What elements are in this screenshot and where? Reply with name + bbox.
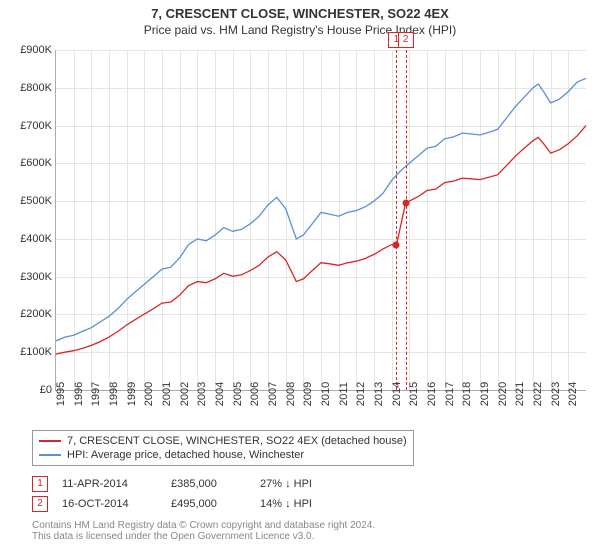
x-tick-label: 2014 (391, 382, 403, 406)
series-property (56, 126, 586, 355)
sale-diff: 14% ↓ HPI (260, 498, 370, 510)
x-tick-label: 1999 (126, 382, 138, 406)
sale-marker-badge: 2 (398, 32, 414, 48)
sale-price: £495,000 (171, 498, 246, 510)
sale-row: 2 16-OCT-2014 £495,000 14% ↓ HPI (32, 494, 370, 514)
x-tick-label: 2007 (267, 382, 279, 406)
sales-table: 1 11-APR-2014 £385,000 27% ↓ HPI 2 16-OCT-201… (32, 474, 370, 514)
sale-row: 1 11-APR-2014 £385,000 27% ↓ HPI (32, 474, 370, 494)
sale-row-badge: 2 (32, 496, 48, 512)
y-tick-label: £200K (2, 308, 52, 320)
legend-item: HPI: Average price, detached house, Winc… (39, 448, 407, 462)
sale-date: 11-APR-2014 (62, 478, 157, 490)
y-tick-label: £800K (2, 82, 52, 94)
chart-subtitle: Price paid vs. HM Land Registry's House … (0, 21, 600, 37)
x-tick-label: 2020 (497, 382, 509, 406)
sale-date: 16-OCT-2014 (62, 498, 157, 510)
x-tick-label: 2003 (196, 382, 208, 406)
x-tick-label: 2019 (479, 382, 491, 406)
x-tick-label: 1997 (90, 382, 102, 406)
series-hpi (56, 78, 586, 341)
y-tick-label: £500K (2, 195, 52, 207)
x-tick-label: 2006 (249, 382, 261, 406)
x-tick-label: 2024 (567, 382, 579, 406)
x-tick-label: 2001 (161, 382, 173, 406)
x-tick-label: 1996 (73, 382, 85, 406)
chart-container: 7, CRESCENT CLOSE, WINCHESTER, SO22 4EX … (0, 0, 600, 560)
y-tick-label: £300K (2, 271, 52, 283)
legend-label: HPI: Average price, detached house, Winc… (67, 449, 304, 461)
x-tick-label: 2002 (179, 382, 191, 406)
plot-area: 12 (55, 50, 586, 391)
x-tick-label: 1998 (108, 382, 120, 406)
x-tick-label: 2005 (232, 382, 244, 406)
line-series (56, 50, 586, 390)
y-tick-label: £700K (2, 120, 52, 132)
x-tick-label: 2009 (302, 382, 314, 406)
x-tick-label: 2010 (320, 382, 332, 406)
x-tick-label: 2013 (373, 382, 385, 406)
y-tick-label: £400K (2, 233, 52, 245)
y-tick-label: £900K (2, 44, 52, 56)
sale-marker-line (406, 50, 407, 390)
y-tick-label: £0 (2, 384, 52, 396)
legend-swatch (39, 440, 61, 442)
x-tick-label: 2011 (338, 382, 350, 406)
sale-row-badge: 1 (32, 476, 48, 492)
y-tick-label: £600K (2, 157, 52, 169)
y-tick-label: £100K (2, 346, 52, 358)
x-tick-label: 2017 (444, 382, 456, 406)
chart-title: 7, CRESCENT CLOSE, WINCHESTER, SO22 4EX (0, 0, 600, 21)
legend-swatch (39, 454, 61, 456)
legend: 7, CRESCENT CLOSE, WINCHESTER, SO22 4EX … (32, 430, 414, 466)
x-tick-label: 2015 (408, 382, 420, 406)
sale-marker-point (393, 241, 400, 248)
x-tick-label: 2000 (143, 382, 155, 406)
x-tick-label: 2023 (550, 382, 562, 406)
footnote: Contains HM Land Registry data © Crown c… (32, 520, 375, 542)
footnote-line-1: Contains HM Land Registry data © Crown c… (32, 520, 375, 531)
sale-marker-point (402, 200, 409, 207)
x-tick-label: 2021 (514, 382, 526, 406)
x-tick-label: 2012 (355, 382, 367, 406)
x-tick-label: 2022 (532, 382, 544, 406)
footnote-line-2: This data is licensed under the Open Gov… (32, 531, 375, 542)
x-tick-label: 2018 (461, 382, 473, 406)
x-tick-label: 2016 (426, 382, 438, 406)
sale-diff: 27% ↓ HPI (260, 478, 370, 490)
sale-marker-line (396, 50, 397, 390)
legend-item: 7, CRESCENT CLOSE, WINCHESTER, SO22 4EX … (39, 434, 407, 448)
x-tick-label: 1995 (55, 382, 67, 406)
legend-label: 7, CRESCENT CLOSE, WINCHESTER, SO22 4EX … (67, 435, 407, 447)
sale-price: £385,000 (171, 478, 246, 490)
x-tick-label: 2008 (285, 382, 297, 406)
x-tick-label: 2004 (214, 382, 226, 406)
